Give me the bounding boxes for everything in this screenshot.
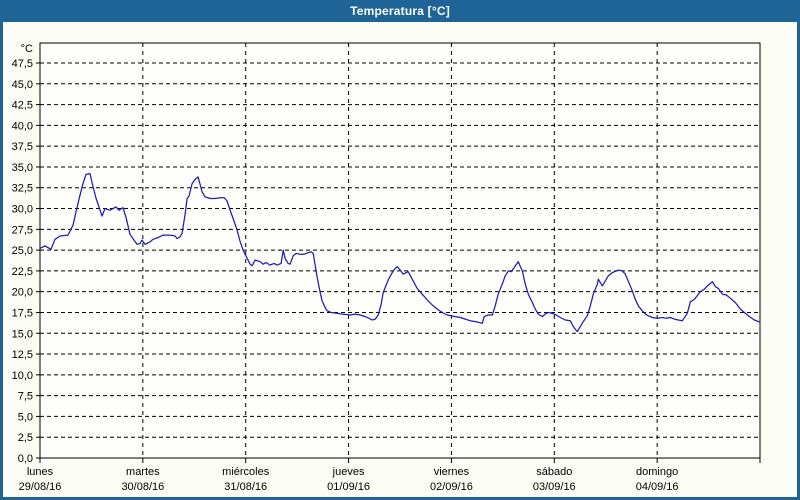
y-tick-label: 12,5	[12, 349, 33, 361]
y-tick-label: 5,0	[18, 411, 33, 423]
x-day-date: 29/08/16	[19, 481, 62, 493]
temperature-line	[39, 172, 761, 333]
y-tick-label: 42,5	[12, 100, 33, 112]
x-day-name: domingo	[636, 466, 678, 478]
y-tick-label: 37,5	[12, 141, 33, 153]
x-day-date: 01/09/16	[327, 481, 370, 493]
y-tick-label: 17,5	[12, 307, 33, 319]
window-titlebar: Temperatura [°C]	[3, 0, 797, 22]
x-day-name: sábado	[536, 466, 572, 478]
x-day-date: 03/09/16	[533, 481, 576, 493]
y-axis-unit-label: °C	[21, 43, 33, 55]
x-day-name: viernes	[434, 466, 470, 478]
window-title: Temperatura [°C]	[350, 4, 450, 18]
gridlines	[40, 43, 760, 458]
y-tick-label: 2,5	[18, 432, 33, 444]
y-tick-label: 47,5	[12, 58, 33, 70]
x-day-date: 31/08/16	[224, 481, 267, 493]
x-day-name: miércoles	[222, 466, 270, 478]
x-day-date: 30/08/16	[121, 481, 164, 493]
y-tick-label: 10,0	[12, 370, 33, 382]
y-tick-label: 35,0	[12, 162, 33, 174]
y-axis: 0,0 2,5 5,0 7,5 10,0 12,5 15,0 17,5 20,0 22,5 25,0…	[12, 43, 40, 465]
temperature-chart: 0,0 2,5 5,0 7,5 10,0 12,5 15,0 17,5 20,0 22,5 25,0…	[12, 42, 761, 493]
x-day-name: lunes	[27, 466, 54, 478]
y-tick-label: 45,0	[12, 79, 33, 91]
y-tick-label: 15,0	[12, 328, 33, 340]
y-tick-label: 7,5	[18, 391, 33, 403]
y-tick-label: 32,5	[12, 183, 33, 195]
y-tick-label: 25,0	[12, 245, 33, 257]
y-tick-label: 0,0	[18, 453, 33, 465]
chart-panel: 0,0 2,5 5,0 7,5 10,0 12,5 15,0 17,5 20,0 22,5 25,0…	[3, 22, 797, 497]
x-day-name: martes	[126, 466, 160, 478]
y-tick-label: 40,0	[12, 120, 33, 132]
y-tick-label: 27,5	[12, 224, 33, 236]
x-day-name: jueves	[332, 466, 365, 478]
x-axis: lunes 29/08/16 martes 30/08/16 miércoles 31/0…	[19, 458, 761, 493]
x-day-date: 02/09/16	[430, 481, 473, 493]
y-tick-label: 30,0	[12, 204, 33, 216]
x-day-date: 04/09/16	[636, 481, 679, 493]
y-tick-label: 22,5	[12, 266, 33, 278]
y-tick-label: 20,0	[12, 287, 33, 299]
